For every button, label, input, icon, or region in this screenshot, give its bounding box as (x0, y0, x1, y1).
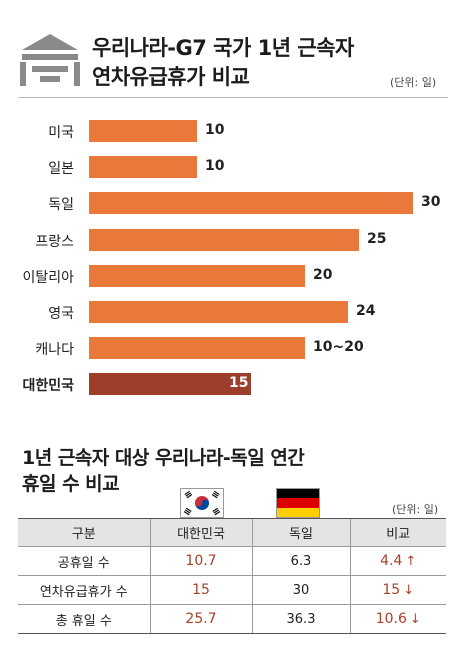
bar-category-label: 대한민국 (22, 378, 74, 394)
korea-value: 25.7 (149, 604, 252, 634)
header-korea: 대한민국 (149, 518, 252, 547)
comparison-table: 구분 대한민국 독일 비교 공휴일 수 10.7 6.3 4.4 ↑ 연차유급휴가… (18, 518, 446, 634)
row-label: 연차유급휴가 수 (18, 575, 150, 605)
bar-category-label: 독일 (48, 197, 74, 213)
table-row: 총 휴일 수 25.7 36.3 10.6 ↓ (18, 604, 446, 634)
bar-value-label: 15 (229, 375, 249, 391)
diff-cell: 10.6 ↓ (349, 604, 446, 634)
header-divider (18, 97, 448, 98)
bar-value-label: 20 (313, 267, 333, 283)
row-label: 공휴일 수 (18, 546, 150, 576)
header-category: 구분 (18, 518, 150, 547)
bar-2 (89, 156, 197, 178)
table-row: 공휴일 수 10.7 6.3 4.4 ↑ (18, 546, 446, 576)
arrow-up-icon: ↑ (405, 554, 417, 569)
germany-value: 6.3 (251, 546, 350, 576)
bar-value-label: 25 (367, 231, 387, 247)
germany-flag-icon (276, 488, 320, 518)
chart-title: 우리나라-G7 국가 1년 근속자 연차유급휴가 비교 (92, 34, 354, 92)
table-header-row: 구분 대한민국 독일 비교 (18, 518, 446, 547)
header-germany: 독일 (251, 518, 350, 547)
building-icon (20, 34, 80, 86)
diff-value: 4.4 (380, 553, 403, 569)
table-title-line2: 휴일 수 비교 (22, 473, 120, 495)
diff-value: 10.6 (375, 611, 407, 627)
bar-category-label: 영국 (48, 306, 74, 322)
table-title-line1: 1년 근속자 대상 우리나라-독일 연간 (22, 447, 305, 469)
row-label: 총 휴일 수 (18, 604, 150, 634)
chart-title-line1: 우리나라-G7 국가 1년 근속자 (92, 36, 354, 60)
bar-category-label: 일본 (48, 161, 74, 177)
bar-category-label: 프랑스 (35, 234, 74, 250)
bar-value-label: 24 (356, 303, 376, 319)
bar-category-label: 이탈리아 (22, 270, 74, 286)
germany-value: 30 (251, 575, 350, 605)
bar-5 (89, 265, 305, 287)
korea-value: 15 (149, 575, 252, 605)
table-unit-label: (단위: 일) (392, 503, 439, 516)
diff-cell: 4.4 ↑ (349, 546, 446, 576)
bar-value-label: 30 (421, 194, 441, 210)
bar-category-label: 미국 (48, 125, 74, 141)
bar-8 (89, 373, 251, 395)
bar-value-label: 10 (205, 122, 225, 138)
arrow-down-icon: ↓ (403, 583, 415, 598)
korea-value: 10.7 (149, 546, 252, 576)
diff-value: 15 (382, 582, 401, 598)
arrow-down-icon: ↓ (409, 612, 421, 627)
bar-category-label: 캐나다 (35, 342, 74, 358)
korea-flag-icon (180, 488, 224, 518)
bar-value-label: 10 (205, 158, 225, 174)
bar-3 (89, 192, 413, 214)
bar-value-label: 10~20 (313, 339, 364, 355)
chart-unit-label: (단위: 일) (390, 76, 437, 89)
bar-1 (89, 120, 197, 142)
table-row: 연차유급휴가 수 15 30 15 ↓ (18, 575, 446, 605)
header-comparison: 비교 (349, 518, 446, 547)
bar-4 (89, 229, 359, 251)
bar-7 (89, 337, 305, 359)
diff-cell: 15 ↓ (349, 575, 446, 605)
table-title: 1년 근속자 대상 우리나라-독일 연간 휴일 수 비교 (22, 445, 305, 497)
bar-6 (89, 301, 348, 323)
chart-title-line2: 연차유급휴가 비교 (92, 65, 250, 89)
germany-value: 36.3 (251, 604, 350, 634)
